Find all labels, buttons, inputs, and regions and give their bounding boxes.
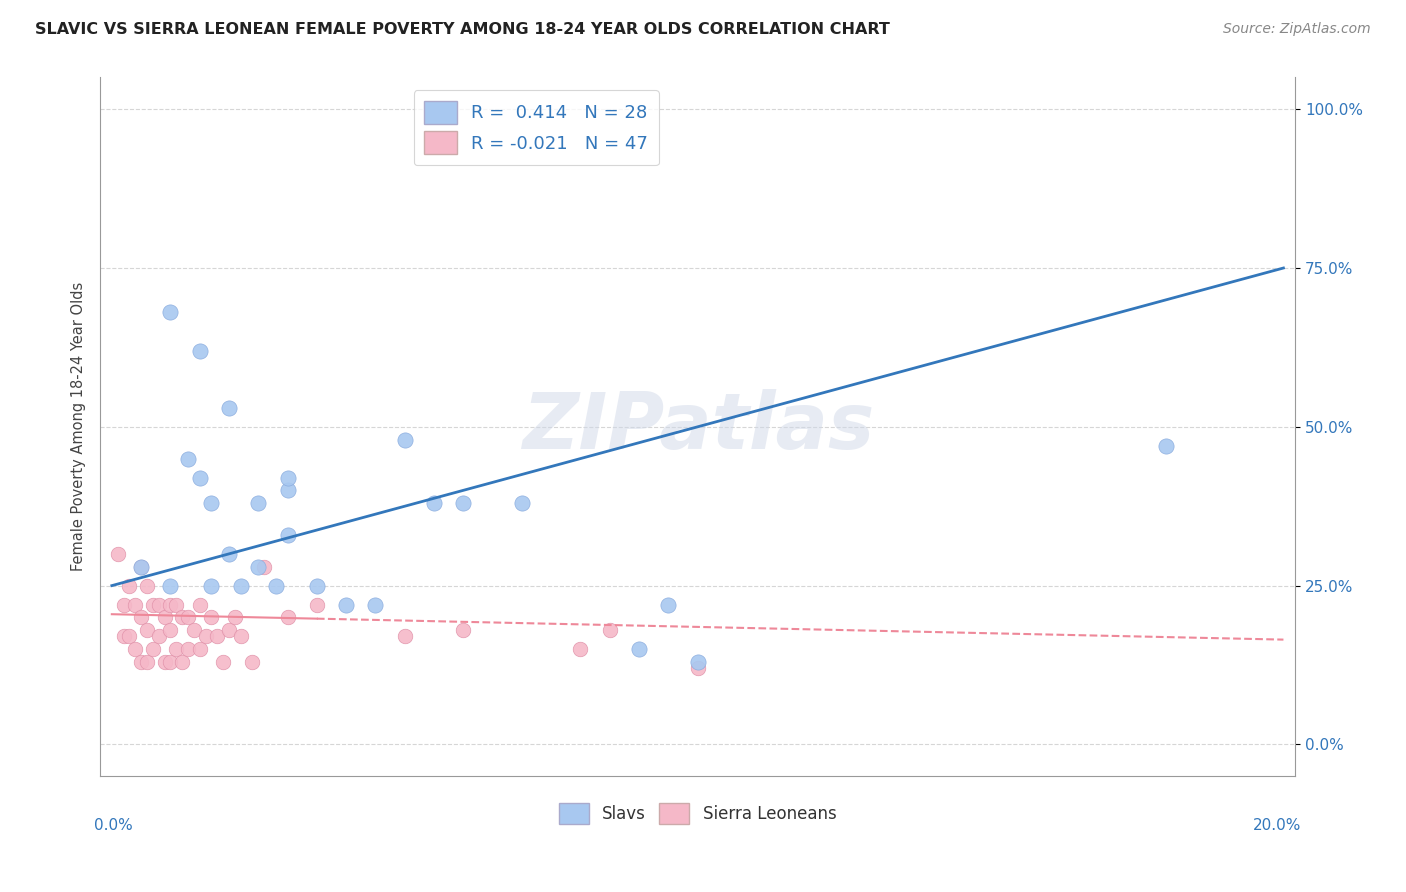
Point — [423, 496, 446, 510]
Point — [165, 642, 187, 657]
Point — [657, 598, 679, 612]
Point — [218, 547, 240, 561]
Text: Source: ZipAtlas.com: Source: ZipAtlas.com — [1223, 22, 1371, 37]
Point — [277, 470, 299, 484]
Point — [124, 642, 146, 657]
Point — [224, 610, 246, 624]
Point — [118, 629, 141, 643]
Point — [628, 642, 651, 657]
Point — [129, 559, 152, 574]
Point — [277, 483, 299, 498]
Point — [247, 496, 270, 510]
Point — [153, 655, 176, 669]
Point — [177, 451, 200, 466]
Legend: Slavs, Sierra Leoneans: Slavs, Sierra Leoneans — [553, 796, 844, 830]
Text: 0.0%: 0.0% — [94, 818, 134, 833]
Point — [142, 642, 165, 657]
Point — [569, 642, 592, 657]
Point — [136, 655, 159, 669]
Point — [394, 629, 416, 643]
Point — [112, 598, 135, 612]
Point — [686, 655, 709, 669]
Point — [599, 623, 621, 637]
Text: SLAVIC VS SIERRA LEONEAN FEMALE POVERTY AMONG 18-24 YEAR OLDS CORRELATION CHART: SLAVIC VS SIERRA LEONEAN FEMALE POVERTY … — [35, 22, 890, 37]
Point — [142, 598, 165, 612]
Point — [159, 655, 181, 669]
Point — [277, 610, 299, 624]
Point — [510, 496, 533, 510]
Point — [247, 559, 270, 574]
Point — [159, 579, 181, 593]
Point — [200, 579, 222, 593]
Point — [686, 661, 709, 675]
Point — [200, 610, 222, 624]
Point — [305, 579, 328, 593]
Point — [188, 470, 211, 484]
Point — [364, 598, 387, 612]
Point — [129, 559, 152, 574]
Point — [194, 629, 217, 643]
Point — [264, 579, 287, 593]
Point — [148, 598, 170, 612]
Point — [172, 610, 194, 624]
Point — [112, 629, 135, 643]
Point — [136, 623, 159, 637]
Point — [218, 401, 240, 415]
Point — [159, 305, 181, 319]
Point — [305, 598, 328, 612]
Point — [335, 598, 357, 612]
Point — [183, 623, 205, 637]
Point — [159, 623, 181, 637]
Y-axis label: Female Poverty Among 18-24 Year Olds: Female Poverty Among 18-24 Year Olds — [72, 282, 86, 572]
Point — [188, 343, 211, 358]
Point — [124, 598, 146, 612]
Point — [107, 547, 129, 561]
Point — [207, 629, 229, 643]
Point — [148, 629, 170, 643]
Point — [453, 623, 475, 637]
Point — [177, 610, 200, 624]
Point — [218, 623, 240, 637]
Point — [188, 642, 211, 657]
Point — [177, 642, 200, 657]
Point — [394, 433, 416, 447]
Point — [200, 496, 222, 510]
Point — [159, 598, 181, 612]
Point — [242, 655, 264, 669]
Text: ZIPatlas: ZIPatlas — [522, 389, 873, 465]
Point — [253, 559, 276, 574]
Point — [1156, 439, 1178, 453]
Point — [129, 610, 152, 624]
Point — [118, 579, 141, 593]
Point — [153, 610, 176, 624]
Point — [188, 598, 211, 612]
Point — [229, 629, 252, 643]
Point — [129, 655, 152, 669]
Point — [136, 579, 159, 593]
Point — [172, 655, 194, 669]
Point — [212, 655, 235, 669]
Point — [277, 528, 299, 542]
Text: 20.0%: 20.0% — [1253, 818, 1301, 833]
Point — [453, 496, 475, 510]
Point — [229, 579, 252, 593]
Point — [165, 598, 187, 612]
